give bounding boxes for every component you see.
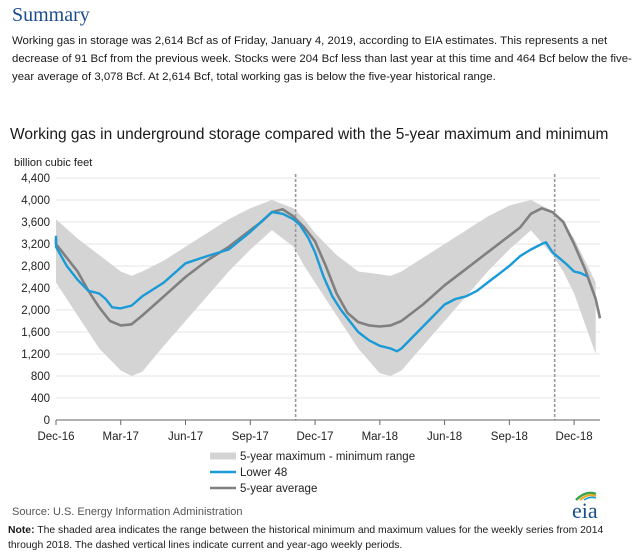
- x-tick-label: Sep-17: [232, 431, 269, 443]
- note-text: Note: The shaded area indicates the rang…: [8, 523, 634, 553]
- legend-label-2: 5-year average: [240, 483, 317, 495]
- series-line-5-year-average: [54, 207, 602, 328]
- axes: [55, 419, 600, 425]
- note-label: Note:: [8, 525, 35, 536]
- x-tick-label: Jun-17: [168, 431, 203, 443]
- x-tick-label: Mar-17: [103, 431, 139, 443]
- y-tick-label: 400: [31, 393, 50, 405]
- legend-label-1: Lower 48: [240, 467, 287, 479]
- summary-title: Summary: [12, 4, 90, 26]
- svg-text:eia: eia: [572, 498, 598, 522]
- y-tick-label: 800: [31, 371, 50, 383]
- y-tick-label: 3,200: [21, 239, 50, 251]
- x-tick-label: Dec-16: [37, 431, 74, 443]
- range-band: [56, 200, 596, 376]
- series-line-lower-48: [54, 210, 588, 353]
- x-tick-label: Sep-18: [491, 431, 528, 443]
- y-tick-label: 1,200: [21, 349, 50, 361]
- eia-logo-icon: eia: [572, 491, 598, 522]
- x-tick-label: Dec-18: [556, 431, 593, 443]
- note-body: The shaded area indicates the range betw…: [8, 525, 604, 551]
- y-tick-label: 4,400: [21, 173, 50, 185]
- y-tick-label: 4,000: [21, 195, 50, 207]
- y-tick-label: 2,000: [21, 305, 50, 317]
- legend-label-0: 5-year maximum - minimum range: [240, 451, 415, 463]
- x-tick-label: Jun-18: [427, 431, 462, 443]
- legend: 5-year maximum - minimum range Lower 48 5-…: [210, 451, 415, 495]
- series-lines-layer: [54, 207, 602, 353]
- chart-title: Working gas in underground storage compa…: [10, 126, 609, 143]
- y-tick-label: 2,400: [21, 283, 50, 295]
- source-text: Source: U.S. Energy Information Administ…: [12, 506, 243, 518]
- y-tick-label: 2,800: [21, 261, 50, 273]
- y-tick-label: 3,600: [21, 217, 50, 229]
- x-tick-label: Dec-17: [297, 431, 334, 443]
- x-tick-labels: Dec-16 Mar-17 Jun-17 Sep-17 Dec-17 Mar-18 Jun-…: [37, 431, 592, 443]
- y-tick-label: 1,600: [21, 327, 50, 339]
- range-band-layer: [56, 200, 596, 376]
- y-axis-unit-label: billion cubic feet: [14, 157, 93, 169]
- summary-text: Working gas in storage was 2,614 Bcf as …: [12, 35, 632, 83]
- y-tick-label: 0: [44, 415, 50, 427]
- x-tick-label: Mar-18: [362, 431, 398, 443]
- y-tick-labels: 0 400 800 1,200 1,600 2,000 2,400 2,800 3,200 3,6…: [21, 173, 50, 427]
